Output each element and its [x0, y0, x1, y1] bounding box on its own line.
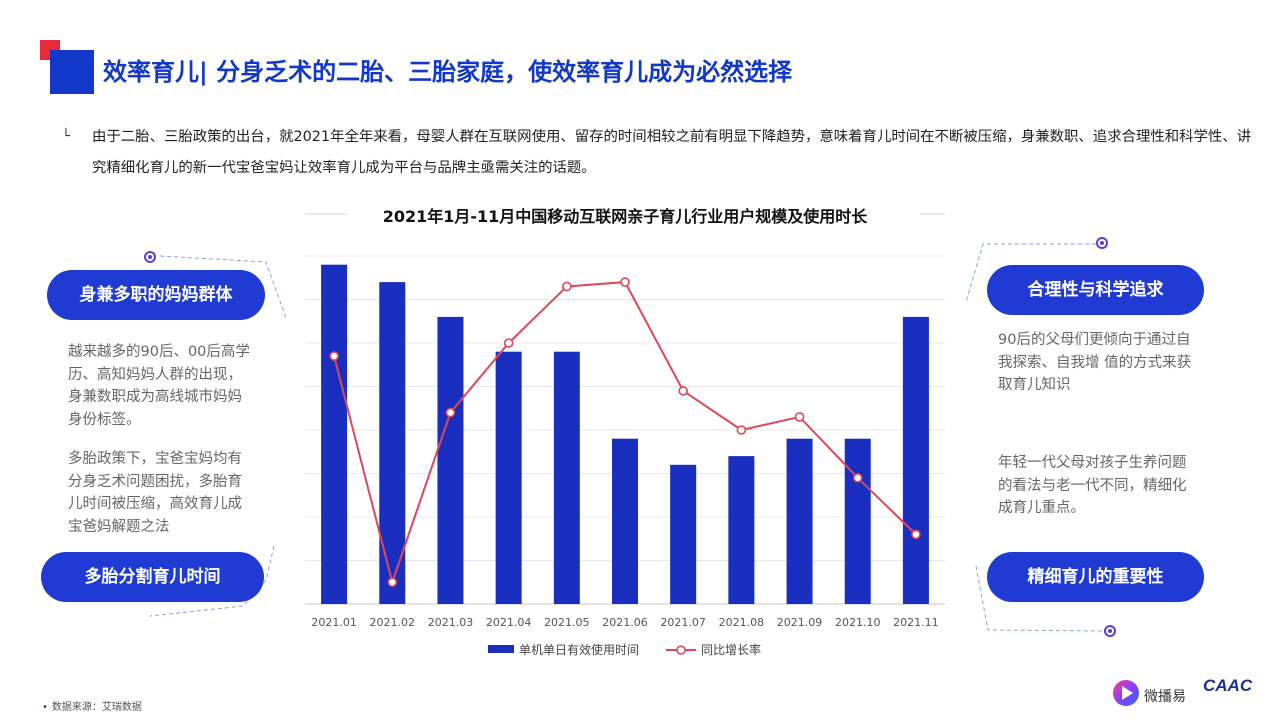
bar-2021.08 — [728, 456, 755, 604]
legend-bar-swatch — [488, 645, 514, 653]
x-tick-label-2021.06: 2021.06 — [602, 616, 648, 629]
legend-bar-label: 单机单日有效使用时间 — [519, 642, 639, 657]
decor-blue-square — [50, 50, 94, 94]
bar-2021.04 — [495, 351, 522, 604]
connector-line-top-left — [159, 255, 287, 319]
bar-2021.07 — [670, 464, 697, 604]
page-title: 效率育儿| 分身乏术的二胎、三胎家庭，使效率育儿成为必然选择 — [103, 58, 793, 86]
x-tick-label-2021.05: 2021.05 — [544, 616, 590, 629]
line-point-2021.01 — [329, 351, 339, 361]
legend-line-marker — [676, 645, 686, 655]
connector-line-top-right — [965, 243, 1096, 303]
left-text-2: 多胎政策下，宝爸宝妈均有分身乏术问题困扰，多胎育儿时间被压缩，高效育儿成宝爸妈解… — [68, 451, 242, 535]
x-tick-label-2021.02: 2021.02 — [370, 616, 416, 629]
connector-node-dot-1 — [148, 255, 152, 259]
x-tick-label-2021.08: 2021.08 — [719, 616, 765, 629]
connector-node-dot-3 — [1108, 629, 1112, 633]
caac-logo: CAAC — [1203, 676, 1253, 695]
data-source: • 数据来源：艾瑞数据 — [42, 698, 142, 713]
x-tick-label-2021.01: 2021.01 — [311, 616, 357, 629]
intro-paragraph: 由于二胎、三胎政策的出台，就2021年全年来看，母婴人群在互联网使用、留存的时间… — [92, 129, 1252, 176]
bar-2021.10 — [844, 438, 871, 604]
bar-2021.06 — [612, 438, 638, 604]
x-tick-label-2021.09: 2021.09 — [777, 616, 823, 629]
line-point-2021.08 — [736, 425, 747, 435]
line-point-2021.10 — [852, 473, 863, 483]
line-point-2021.06 — [620, 277, 630, 287]
legend-line-label: 同比增长率 — [701, 642, 761, 657]
chart-title: 2021年1月-11月中国移动互联网亲子育儿行业用户规模及使用时长 — [382, 207, 868, 226]
weiboyi-logo-icon — [1113, 680, 1139, 706]
x-tick-label-2021.11: 2021.11 — [893, 616, 939, 629]
line-point-2021.04 — [503, 338, 514, 348]
bar-2021.05 — [553, 351, 580, 604]
bar-2021.09 — [786, 438, 813, 604]
line-point-2021.03 — [445, 407, 456, 418]
pill-multi-child-time: 多胎分割育儿时间 — [41, 552, 264, 602]
line-point-2021.05 — [562, 281, 572, 292]
connector-node-dot-2 — [1100, 241, 1104, 245]
bar-2021.01 — [321, 264, 348, 604]
right-text-2: 年轻一代父母对孩子生养问题的看法与老一代不同，精细化成育儿重点。 — [998, 455, 1187, 516]
pill-refined-parenting: 精细育儿的重要性 — [987, 552, 1204, 602]
line-point-2021.09 — [794, 412, 805, 422]
weiboyi-logo-text: 微播易 — [1144, 689, 1186, 705]
source-dot-icon: • — [42, 702, 48, 713]
right-text-1: 90后的父母们更倾向于通过自我探索、自我增 值的方式来获取育儿知识 — [998, 332, 1192, 393]
line-point-2021.02 — [387, 577, 398, 588]
bar-2021.11 — [902, 316, 929, 604]
line-point-2021.11 — [911, 529, 921, 540]
x-tick-label-2021.03: 2021.03 — [428, 616, 474, 629]
pill-multi-role-mothers: 身兼多职的妈妈群体 — [47, 270, 265, 320]
line-point-2021.07 — [678, 386, 688, 396]
x-tick-label-2021.10: 2021.10 — [835, 616, 881, 629]
x-tick-label-2021.04: 2021.04 — [486, 616, 532, 629]
bar-2021.03 — [437, 316, 464, 604]
pill-rational-scientific: 合理性与科学追求 — [987, 265, 1204, 315]
connector-line-bottom-right — [975, 565, 1107, 632]
x-tick-label-2021.07: 2021.07 — [660, 616, 706, 629]
source-text: 数据来源：艾瑞数据 — [51, 702, 142, 713]
intro-bullet: └ — [62, 129, 70, 144]
left-text-1: 越来越多的90后、00后高学历、高知妈妈人群的出现，身兼数职成为高线城市妈妈身份… — [68, 344, 250, 428]
